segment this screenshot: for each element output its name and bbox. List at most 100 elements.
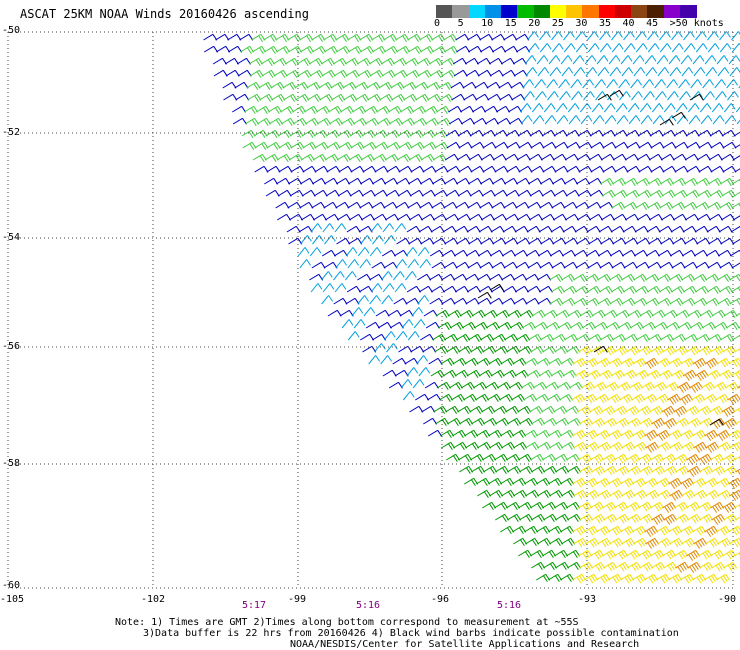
wind-barb xyxy=(686,501,701,512)
wind-barb xyxy=(309,273,324,281)
wind-barb xyxy=(604,115,617,125)
wind-barb xyxy=(656,573,671,584)
wind-barb xyxy=(599,43,612,53)
wind-barb xyxy=(492,45,507,53)
wind-barb xyxy=(676,115,689,125)
wind-barb xyxy=(681,297,696,306)
wind-barb xyxy=(567,513,582,522)
wind-barb xyxy=(502,225,517,233)
wind-barb xyxy=(651,309,666,318)
wind-barb xyxy=(710,453,725,464)
wind-barb xyxy=(567,103,580,113)
wind-barb xyxy=(459,309,474,318)
wind-barb xyxy=(585,537,600,548)
wind-barb xyxy=(597,441,612,452)
wind-barb xyxy=(668,477,683,489)
wind-barb xyxy=(598,285,613,294)
wind-barb xyxy=(708,153,723,161)
wind-barb xyxy=(374,141,389,150)
wind-barb xyxy=(456,45,471,53)
wind-barb xyxy=(547,91,559,101)
wind-barb xyxy=(429,69,444,78)
wind-barb xyxy=(528,153,543,161)
wind-barb xyxy=(342,81,357,90)
wind-barb xyxy=(706,225,721,233)
wind-barb xyxy=(501,273,516,281)
wind-barb xyxy=(555,417,570,426)
wind-barb xyxy=(313,189,328,197)
wind-barb xyxy=(384,45,399,54)
wind-barb xyxy=(621,67,634,77)
wind-barb xyxy=(615,309,630,318)
wind-barb xyxy=(474,81,489,89)
wind-barb xyxy=(494,501,509,510)
wind-barb xyxy=(672,177,687,186)
wind-barb xyxy=(440,357,455,366)
wind-barb xyxy=(544,381,559,390)
wind-barb xyxy=(590,453,605,464)
wind-barb xyxy=(518,165,533,173)
wind-barb xyxy=(435,309,450,318)
wind-barb xyxy=(580,381,595,392)
wind-barb xyxy=(620,357,635,368)
wind-barb xyxy=(602,165,617,173)
wind-barb xyxy=(434,141,449,150)
wind-barb xyxy=(424,105,439,114)
wind-barb xyxy=(506,141,521,149)
legend-swatch xyxy=(631,5,648,18)
wind-barb xyxy=(618,79,631,89)
wind-barb xyxy=(441,69,456,78)
wind-barb xyxy=(350,165,365,173)
wind-barb xyxy=(393,69,408,78)
wind-barb xyxy=(407,259,420,269)
legend-swatch xyxy=(549,5,567,18)
wind-barb xyxy=(273,69,288,78)
wind-barb xyxy=(444,213,460,221)
wind-barb xyxy=(299,201,314,209)
wind-barb xyxy=(704,525,719,537)
wind-barb xyxy=(525,273,540,281)
wind-barb xyxy=(720,153,735,161)
wind-barb xyxy=(203,33,218,41)
wind-barb xyxy=(513,69,528,77)
wind-barb xyxy=(447,309,462,318)
wind-barb xyxy=(275,33,290,42)
wind-barb xyxy=(516,213,532,221)
wind-barb xyxy=(350,141,365,150)
wind-barb xyxy=(573,489,588,500)
wind-barb xyxy=(359,33,374,42)
wind-barb xyxy=(493,189,508,197)
wind-barb xyxy=(383,331,396,341)
wind-barb xyxy=(732,215,740,221)
wind-barb xyxy=(322,223,335,233)
wind-barb xyxy=(529,189,544,197)
wind-barb xyxy=(575,43,588,53)
wind-barb-contaminated xyxy=(689,93,704,101)
wind-barb xyxy=(362,141,377,150)
wind-barb xyxy=(480,333,495,342)
wind-barb xyxy=(371,201,386,209)
wind-barb xyxy=(420,237,435,245)
wind-barb xyxy=(635,31,647,41)
wind-barb xyxy=(260,57,275,66)
wind-barb xyxy=(578,453,593,464)
wind-barb xyxy=(409,189,424,197)
wind-barb xyxy=(441,273,456,281)
wind-barb xyxy=(460,105,475,113)
wind-barb xyxy=(511,93,526,101)
wind-barb xyxy=(316,105,331,114)
wind-barb xyxy=(496,105,511,113)
wind-barb xyxy=(265,189,280,197)
wind-barb xyxy=(641,321,656,330)
wind-barb xyxy=(716,525,731,536)
wind-barb xyxy=(734,144,740,149)
wind-barb xyxy=(675,103,688,113)
wind-barb xyxy=(463,393,478,402)
wind-barb xyxy=(511,393,526,402)
wind-barb xyxy=(609,489,624,500)
wind-barb xyxy=(684,333,699,342)
wind-barb xyxy=(676,381,691,393)
wind-barb xyxy=(518,549,533,558)
wind-barb xyxy=(507,417,522,426)
wind-barb xyxy=(584,429,599,440)
